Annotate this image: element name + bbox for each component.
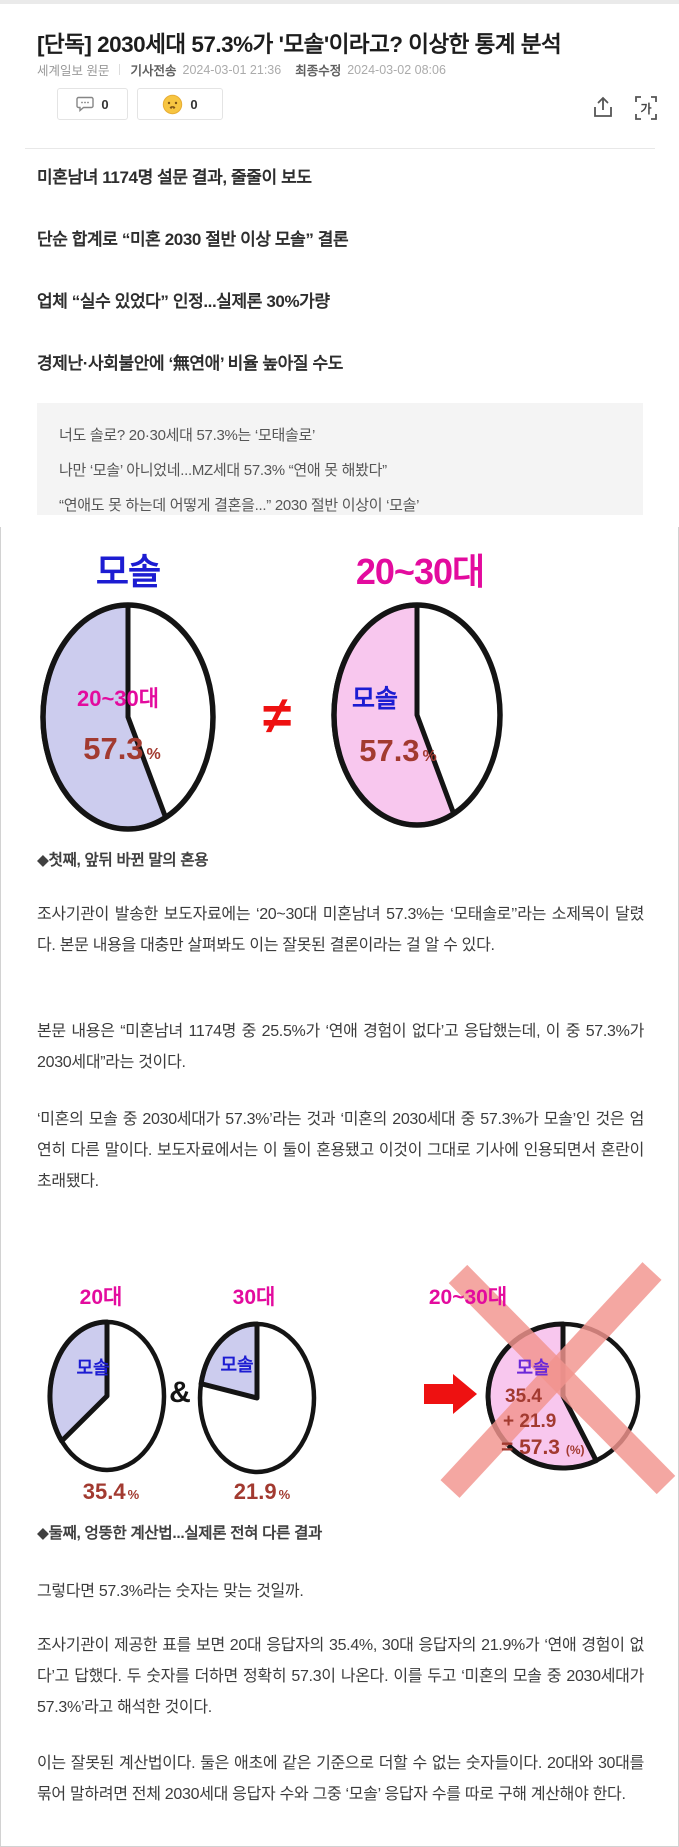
figure1-right-title: 20~30대 <box>355 551 485 592</box>
font-size-icon: 가 <box>633 95 659 121</box>
updated-time: 2024-03-02 08:06 <box>347 62 446 77</box>
not-equal-symbol: ≠ <box>262 687 292 745</box>
share-icon <box>592 96 614 120</box>
pie5-outline <box>485 1321 641 1471</box>
sum-line-3: = 57.3 (%) <box>501 1436 585 1459</box>
figure1-pie-comparison <box>40 602 503 832</box>
subhead-2: 단순 합계로 “미혼 2030 절반 이상 모솔” 결론 <box>37 230 349 249</box>
article-title: [단독] 2030세대 57.3%가 '모솔'이라고? 이상한 통계 분석 <box>37 32 562 58</box>
figure2-pie-sum <box>47 1262 676 1498</box>
meta-separator <box>119 64 121 75</box>
pie5-slice-label: 모솔 <box>516 1358 550 1378</box>
comment-bubble-icon <box>76 96 95 112</box>
sum-line-1: 35.4 <box>505 1386 542 1407</box>
cross-out-x-mark <box>440 1262 676 1498</box>
pie2-slice <box>331 602 457 828</box>
sent-time: 2024-03-01 21:36 <box>182 62 282 77</box>
figure1-left-title: 모솔 <box>95 551 161 592</box>
figure2-title-2030: 20~30대 <box>428 1286 508 1309</box>
pie3-value: 35.4% <box>82 1479 140 1504</box>
pie2-slice-label: 모솔 <box>351 685 399 713</box>
section1-caption: ◆첫째, 앞뒤 바뀐 말의 혼용 <box>37 852 209 869</box>
pie4-value: 21.9% <box>233 1479 291 1504</box>
reaction-count: 0 <box>190 96 198 112</box>
subhead-1: 미혼남녀 1174명 설문 결과, 줄줄이 보도 <box>37 168 312 187</box>
sum-line-2: + 21.9 <box>503 1411 557 1432</box>
pie1-value: 57.3% <box>83 731 161 766</box>
comment-button[interactable]: 0 <box>57 88 128 120</box>
paragraph: 조사기관이 제공한 표를 보면 20대 응답자의 35.4%, 30대 응답자의… <box>37 1637 644 1716</box>
quote-line: “연애도 못 하는데 어떻게 결혼을...” 2030 절반 이상이 ‘모솔’ <box>59 497 420 514</box>
pie1-slice <box>40 602 169 832</box>
ampersand-symbol: & <box>169 1376 191 1409</box>
pie4-outline <box>197 1321 317 1475</box>
header-divider <box>25 148 655 149</box>
reaction-emoji-icon <box>162 94 183 115</box>
font-size-button[interactable]: 가 <box>632 94 660 122</box>
pie3-outline <box>47 1319 167 1473</box>
page-top-edge <box>0 0 679 4</box>
section2-caption: ◆둘째, 엉뚱한 계산법...실제론 전혀 다른 결과 <box>37 1525 322 1542</box>
sent-label: 기사전송 <box>130 64 177 78</box>
figure2-title-20s: 20대 <box>79 1286 123 1309</box>
subhead-3: 업체 “실수 있었다” 인정...실제론 30%가량 <box>37 292 330 311</box>
paragraph: 그렇다면 57.3%라는 숫자는 맞는 것일까. <box>37 1583 304 1600</box>
figure2-title-30s: 30대 <box>232 1286 276 1309</box>
paragraph: 본문 내용은 “미혼남녀 1174명 중 25.5%가 ‘연애 경험이 없다’고… <box>37 1023 644 1071</box>
pie1-outline <box>40 602 216 832</box>
paragraph: 이는 잘못된 계산법이다. 둘은 애초에 같은 기준으로 더할 수 없는 숫자들… <box>37 1755 644 1803</box>
red-arrow-icon <box>424 1374 477 1414</box>
headline-quote-box: 너도 솔로? 20·30세대 57.3%는 ‘모태솔로’ 나만 ‘모솔’ 아니었… <box>37 403 643 515</box>
article-meta: 세계일보 원문 기사전송 2024-03-01 21:36 최종수정 2024-… <box>37 60 460 79</box>
pie2-value: 57.3% <box>359 733 437 768</box>
pie3-slice-label: 모솔 <box>76 1358 110 1378</box>
updated-label: 최종수정 <box>295 64 342 78</box>
source-link[interactable]: 세계일보 원문 <box>37 64 110 78</box>
quote-line: 나만 ‘모솔’ 아니었네...MZ세대 57.3% “연애 못 해봤다” <box>59 462 387 479</box>
pie4-slice-label: 모솔 <box>220 1355 254 1375</box>
comment-count: 0 <box>101 96 109 112</box>
quote-line: 너도 솔로? 20·30세대 57.3%는 ‘모태솔로’ <box>59 427 315 444</box>
share-button[interactable] <box>589 94 617 122</box>
reaction-button[interactable]: 0 <box>137 88 223 120</box>
subhead-4: 경제난·사회불안에 ‘無연애’ 비율 높아질 수도 <box>37 354 343 373</box>
pie2-outline <box>331 602 503 828</box>
paragraph: 조사기관이 발송한 보도자료에는 ‘20~30대 미혼남녀 57.3%는 ‘모태… <box>37 906 644 954</box>
pie1-slice-label: 20~30대 <box>76 686 160 711</box>
pie3-slice <box>47 1319 110 1444</box>
paragraph: ‘미혼의 모솔 중 2030세대가 57.3%’라는 것과 ‘미혼의 2030세… <box>37 1111 644 1190</box>
